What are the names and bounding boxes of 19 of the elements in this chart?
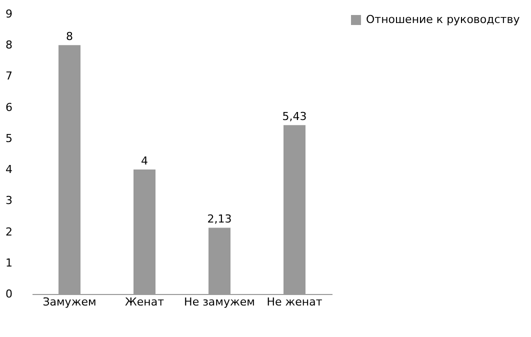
y-tick-label: 1 xyxy=(6,256,12,270)
y-tick-label: 8 xyxy=(6,38,12,52)
data-label: 8 xyxy=(66,30,73,44)
y-tick-label: 6 xyxy=(6,100,12,114)
legend-label: Отношение к руководству xyxy=(366,13,520,26)
y-tick-label: 5 xyxy=(6,132,12,145)
y-tick-label: 7 xyxy=(6,70,12,83)
x-tick-label: Не женат xyxy=(266,296,323,308)
data-label: 4 xyxy=(141,154,148,168)
y-tick-label: 0 xyxy=(6,288,12,300)
y-tick-label: 4 xyxy=(6,163,12,176)
y-tick-label: 2 xyxy=(6,225,12,238)
data-label: 2,13 xyxy=(207,212,232,226)
x-tick-label: Замужем xyxy=(42,296,96,308)
y-tick-label: 3 xyxy=(6,194,12,208)
data-label: 5,43 xyxy=(282,110,307,124)
x-tick-label: Женат xyxy=(125,296,165,308)
y-tick-label: 9 xyxy=(6,8,12,20)
x-tick-label: Не замужем xyxy=(184,296,255,308)
